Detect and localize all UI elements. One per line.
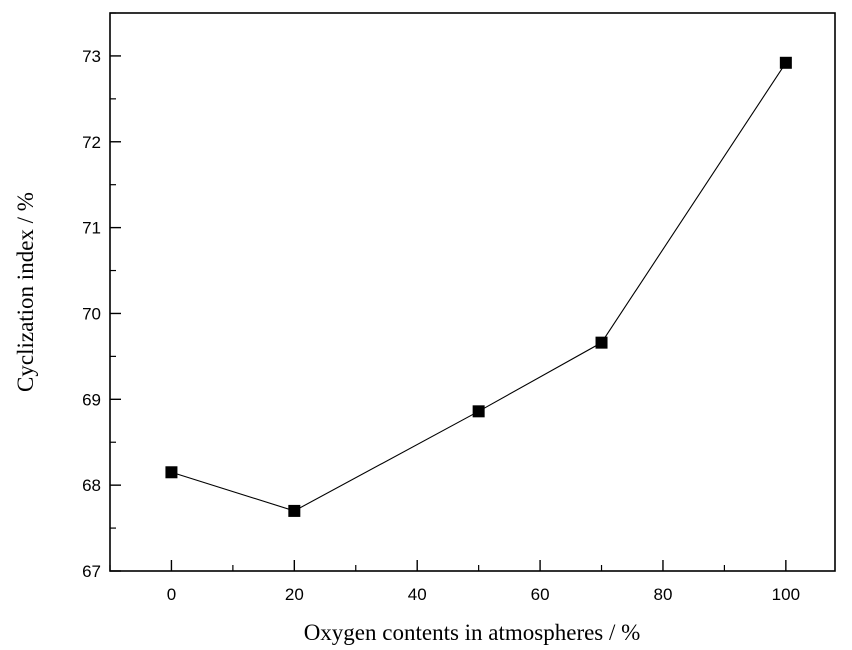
y-tick-label: 71 — [82, 219, 101, 238]
x-tick-label: 0 — [167, 585, 176, 604]
series-line-group — [165, 56, 792, 517]
data-point-marker — [595, 336, 608, 349]
x-tick-label: 40 — [408, 585, 427, 604]
y-tick-label: 72 — [82, 133, 101, 152]
data-point-marker — [779, 56, 792, 69]
x-tick-label: 60 — [531, 585, 550, 604]
y-tick-label: 69 — [82, 390, 101, 409]
data-point-marker — [288, 504, 301, 517]
x-axis: 0 20 40 60 80 100 — [109, 560, 800, 604]
x-axis-title: Oxygen contents in atmospheres / % — [304, 620, 641, 645]
y-tick-label: 68 — [82, 476, 101, 495]
x-tick-label: 80 — [654, 585, 673, 604]
y-tick-label: 67 — [82, 562, 101, 581]
y-tick-label: 73 — [82, 47, 101, 66]
y-axis: 67 68 69 70 71 72 73 — [82, 12, 121, 581]
x-tick-label: 100 — [772, 585, 800, 604]
data-point-marker — [165, 466, 178, 479]
plot-frame — [109, 12, 836, 572]
data-point-marker — [472, 405, 485, 418]
y-tick-label: 70 — [82, 304, 101, 323]
x-tick-label: 20 — [285, 585, 304, 604]
series-line — [171, 62, 787, 512]
y-axis-title: Cyclization index / % — [13, 192, 38, 392]
